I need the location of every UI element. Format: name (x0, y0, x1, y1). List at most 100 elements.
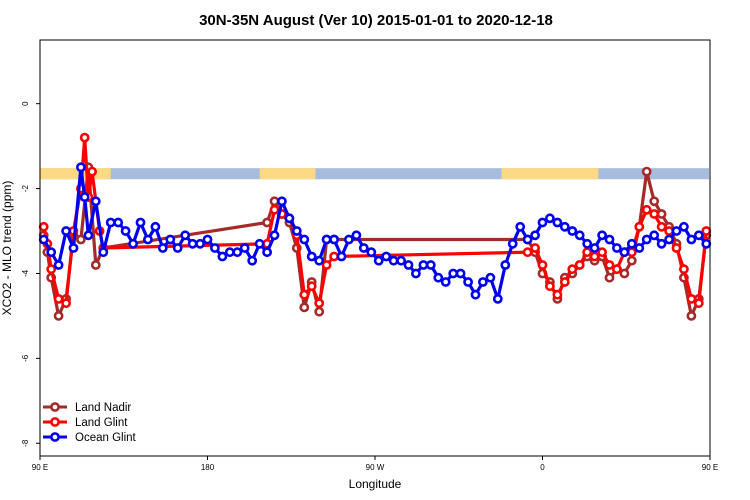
data-point (604, 260, 615, 270)
data-point (530, 230, 540, 241)
data-point (135, 217, 146, 228)
data-point (440, 277, 451, 287)
y-tick-label: -8 (21, 439, 30, 447)
x-axis: 90 E 180 90 W 0 90 E (32, 456, 718, 472)
data-point (291, 226, 302, 236)
data-point (306, 281, 317, 292)
data-point (410, 268, 421, 279)
data-point (46, 247, 57, 258)
data-point (351, 230, 362, 241)
series-ocean-glint (38, 162, 712, 304)
legend-entry: Land Glint (43, 417, 128, 429)
data-point (433, 272, 444, 283)
data-point (559, 221, 570, 232)
land-band-segment (259, 168, 316, 180)
data-point (239, 243, 250, 253)
data-point (321, 260, 332, 270)
data-point (358, 243, 369, 253)
data-point (567, 264, 578, 275)
data-point (641, 166, 652, 177)
y-tick-label: 0 (21, 101, 30, 106)
data-point (61, 298, 71, 309)
data-point (604, 272, 615, 283)
data-point (396, 255, 406, 266)
data-point (276, 196, 287, 207)
x-tick-label: 90 E (32, 463, 48, 472)
y-axis: 0 -2 -4 -6 -8 (21, 101, 40, 447)
x-tick-label: 0 (540, 463, 545, 472)
data-point (76, 162, 86, 173)
data-point (582, 238, 593, 249)
data-point (105, 217, 116, 228)
data-point (38, 234, 49, 245)
data-point (552, 289, 563, 300)
data-point (217, 251, 228, 262)
data-point (53, 260, 64, 270)
data-point (612, 264, 622, 275)
data-point (46, 264, 57, 275)
data-point (90, 196, 101, 207)
data-point (485, 272, 496, 283)
data-point (314, 255, 325, 266)
data-point (507, 238, 518, 249)
x-tick-label: 90 W (366, 463, 385, 472)
data-point (79, 132, 90, 143)
y-axis-label: XCO2 - MLO trend (ppm) (0, 181, 14, 316)
data-point (314, 306, 325, 317)
x-axis-label: Longitude (349, 477, 402, 491)
data-point (522, 234, 533, 245)
data-point (530, 243, 540, 253)
y-tick-label: -4 (21, 269, 30, 277)
data-point (619, 247, 630, 258)
data-point (589, 251, 600, 262)
data-point (597, 230, 607, 241)
data-point (604, 234, 615, 245)
data-point (477, 277, 488, 287)
data-point (545, 281, 555, 292)
data-point (61, 226, 71, 236)
data-point (425, 260, 436, 270)
data-point (574, 260, 585, 270)
legend-label: Land Nadir (75, 402, 131, 414)
data-point (269, 204, 280, 215)
data-point (597, 247, 607, 258)
legend-entry: Land Nadir (43, 402, 131, 414)
data-point (664, 234, 674, 245)
land-band-segment (501, 168, 599, 180)
data-point (649, 230, 660, 241)
data-point (336, 251, 347, 262)
data-point (68, 243, 79, 253)
surface-band (40, 168, 709, 180)
data-point (87, 166, 97, 177)
series-land-glint (38, 132, 712, 309)
data-point (343, 234, 354, 245)
data-point (269, 230, 280, 241)
data-point (142, 234, 153, 245)
data-point (649, 209, 660, 219)
data-point (306, 251, 317, 262)
data-point (470, 289, 481, 300)
legend-entry: Ocean Glint (43, 432, 137, 444)
data-point (671, 226, 682, 236)
data-point (500, 260, 511, 270)
data-point (671, 243, 682, 253)
data-point (537, 260, 548, 270)
data-point (641, 234, 652, 245)
data-point (701, 238, 712, 249)
data-point (165, 234, 176, 245)
data-point (247, 255, 258, 266)
data-point (98, 247, 109, 258)
data-point (299, 234, 310, 245)
data-point (693, 298, 704, 309)
data-point (202, 234, 213, 245)
data-point (574, 230, 585, 241)
ocean-band (41, 168, 709, 180)
data-point (150, 221, 161, 232)
data-point (209, 243, 220, 253)
data-point (686, 293, 697, 304)
data-point (172, 243, 183, 253)
data-point (254, 238, 265, 249)
data-point (515, 221, 526, 232)
data-point (612, 243, 622, 253)
